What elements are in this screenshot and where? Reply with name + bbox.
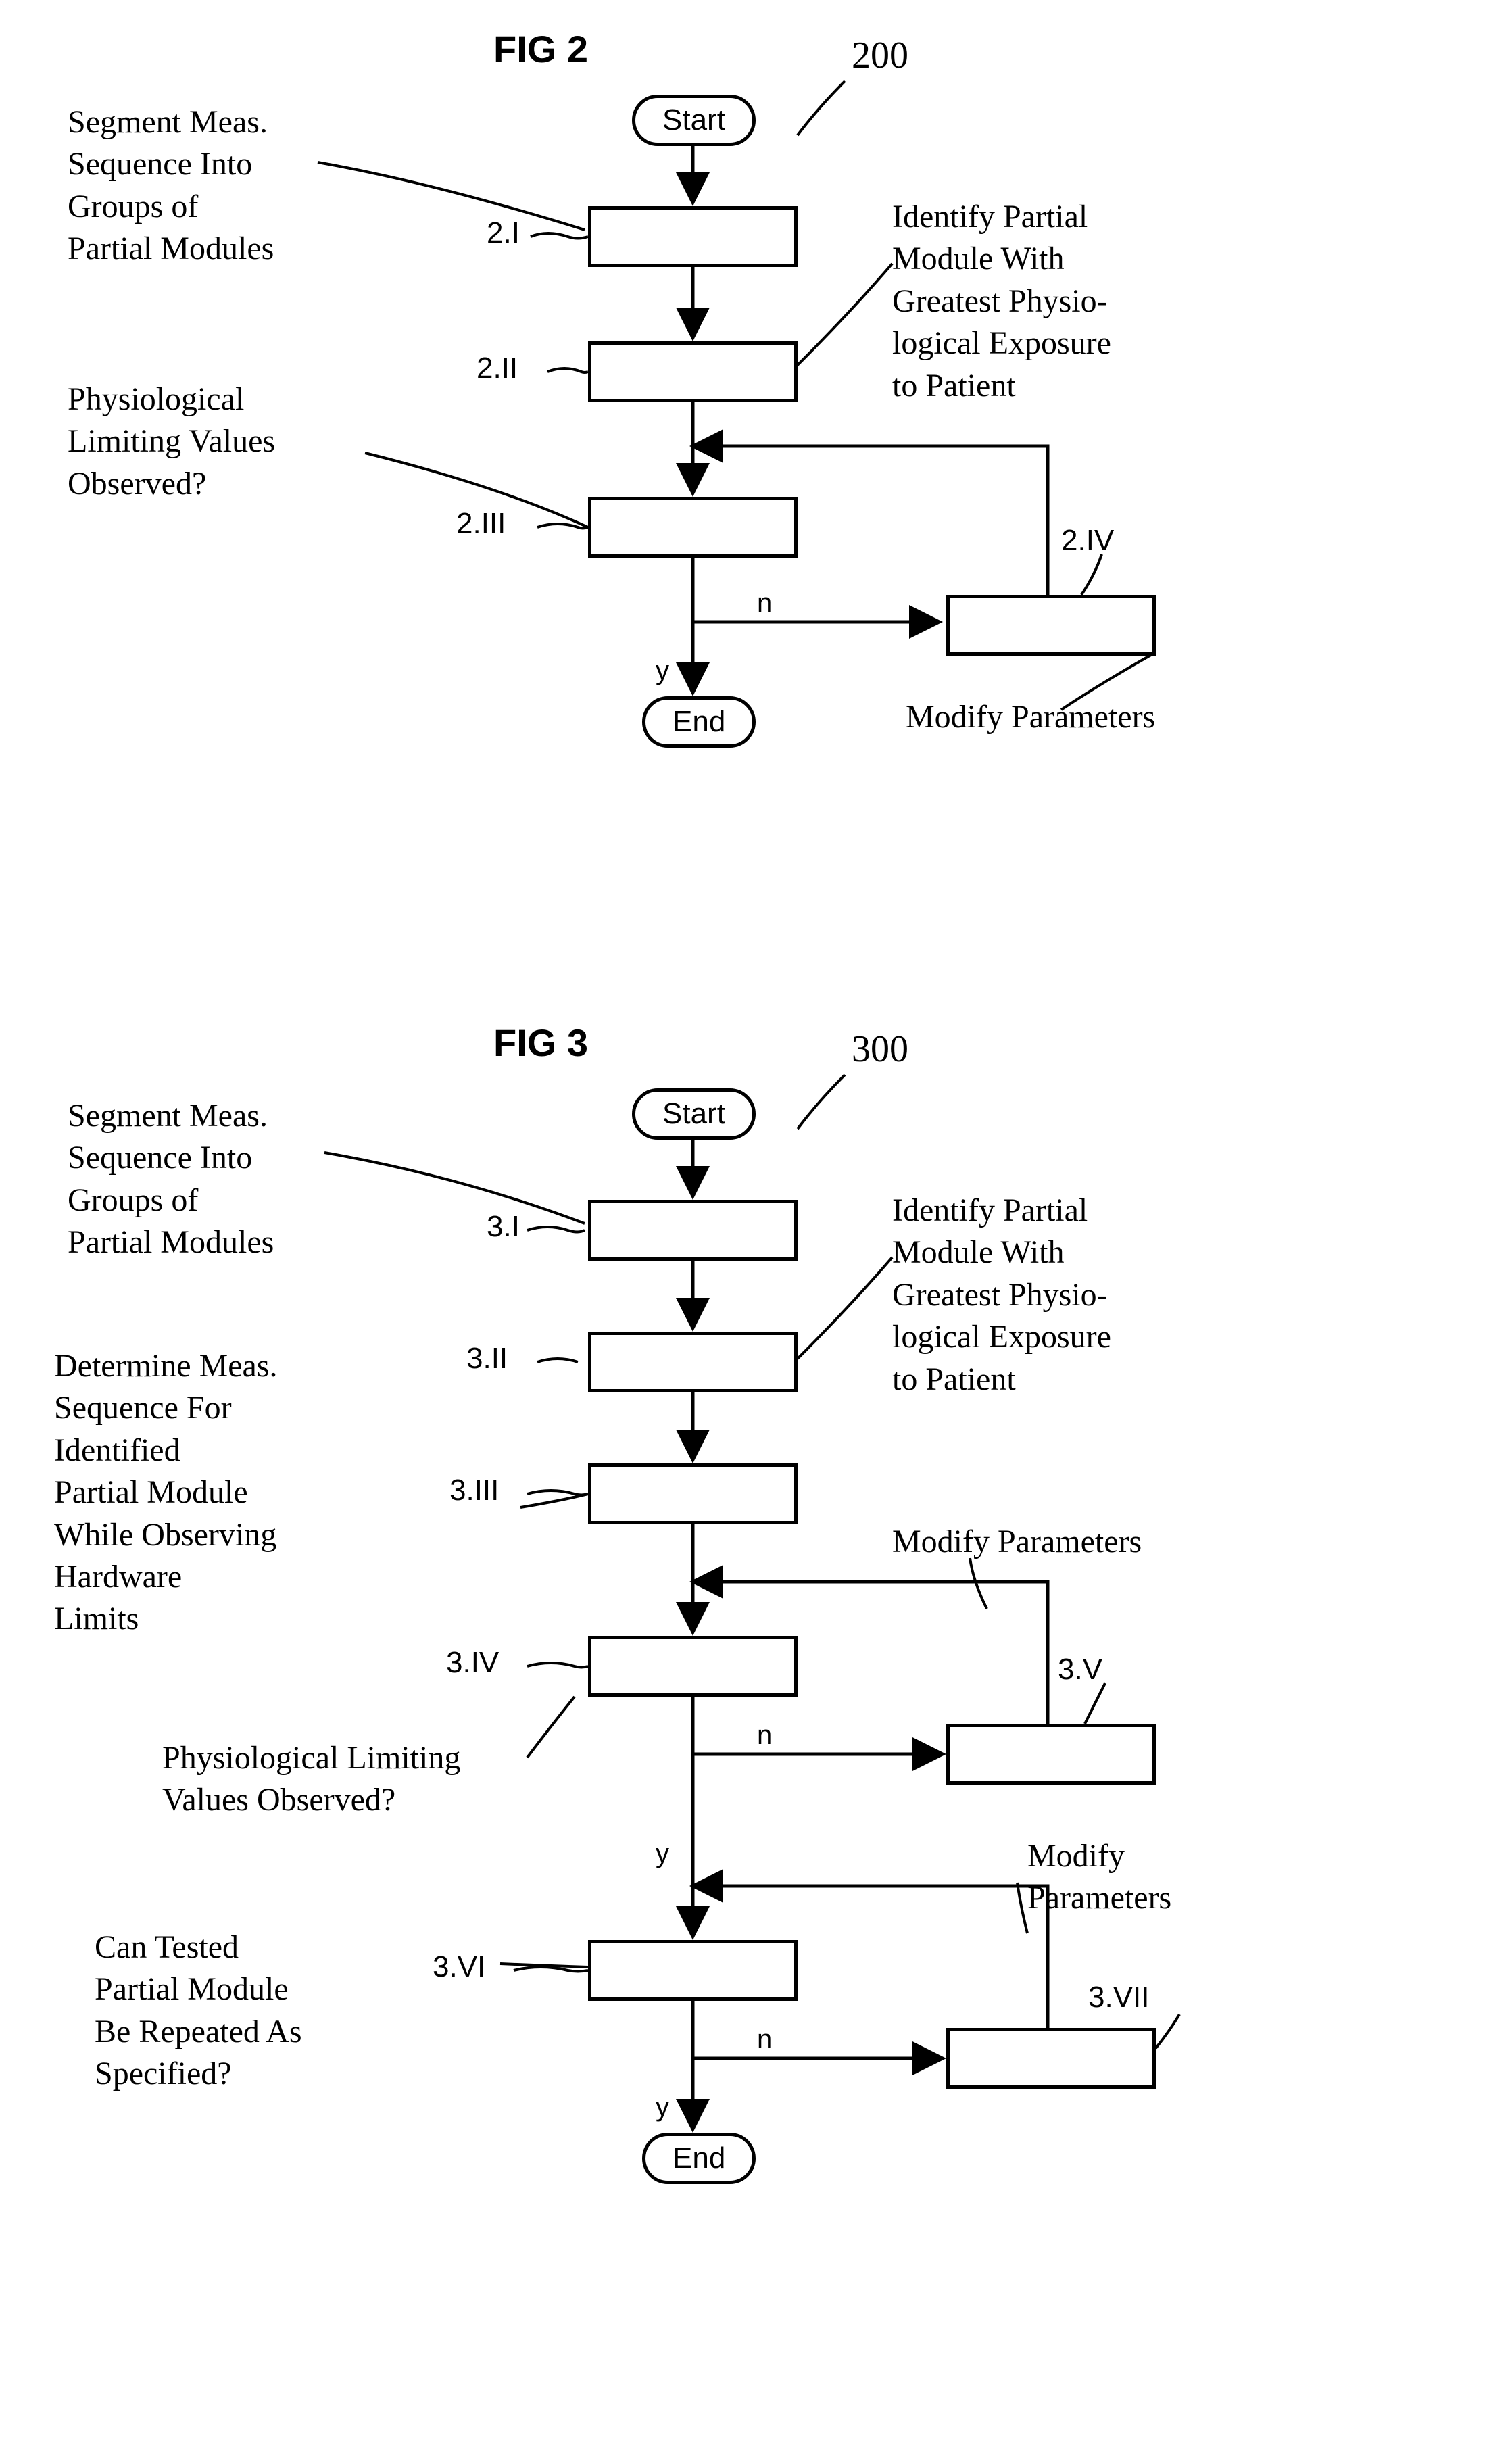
fig2-step4-label: 2.IV <box>1061 524 1114 558</box>
fig3-step7-label: 3.VII <box>1088 1981 1150 2014</box>
fig3-step6-label: 3.VI <box>433 1950 485 1984</box>
fig3-number: 300 <box>852 1027 908 1071</box>
fig3-step5 <box>946 1724 1156 1785</box>
fig3-end: End <box>642 2133 756 2184</box>
fig3-step4 <box>588 1636 798 1697</box>
figure-3: FIG 3 300 <box>27 1021 1485 2339</box>
fig2-start: Start <box>632 95 756 146</box>
fig3-edge-n2: n <box>757 2025 772 2055</box>
fig3-annot-6: Can Tested Partial Module Be Repeated As… <box>95 1927 302 2095</box>
fig3-annot-2: Identify Partial Module With Greatest Ph… <box>892 1190 1111 1401</box>
fig3-edge-y2: y <box>656 2092 669 2123</box>
fig3-annot-3: Determine Meas. Sequence For Identified … <box>54 1345 278 1641</box>
fig3-edge-y1: y <box>656 1839 669 1869</box>
fig2-end: End <box>642 696 756 748</box>
fig2-number: 200 <box>852 34 908 77</box>
fig2-step1-label: 2.I <box>487 216 520 250</box>
fig3-step6 <box>588 1940 798 2001</box>
fig3-step3 <box>588 1463 798 1524</box>
fig2-annot-3: Physiological Limiting Values Observed? <box>68 379 275 505</box>
fig2-step2 <box>588 341 798 402</box>
fig3-annot-5: Modify Parameters <box>892 1521 1142 1563</box>
fig3-step3-label: 3.III <box>449 1474 499 1507</box>
fig3-step1-label: 3.I <box>487 1210 520 1244</box>
fig3-title: FIG 3 <box>493 1021 588 1065</box>
fig3-step2-label: 3.II <box>466 1342 508 1376</box>
fig3-annot-1: Segment Meas. Sequence Into Groups of Pa… <box>68 1095 274 1264</box>
fig2-edge-n: n <box>757 588 772 619</box>
fig2-annot-2: Identify Partial Module With Greatest Ph… <box>892 196 1111 407</box>
fig3-annot-4: Physiological Limiting Values Observed? <box>162 1737 460 1822</box>
figure-2: FIG 2 200 <box>27 27 1485 940</box>
fig2-annot-1: Segment Meas. Sequence Into Groups of Pa… <box>68 101 274 270</box>
fig2-step2-label: 2.II <box>477 352 518 385</box>
fig2-annot-4: Modify Parameters <box>906 696 1155 738</box>
fig2-step1 <box>588 206 798 267</box>
fig2-step4 <box>946 595 1156 656</box>
fig3-step2 <box>588 1332 798 1392</box>
fig3-step5-label: 3.V <box>1058 1653 1102 1687</box>
fig2-step3-label: 2.III <box>456 507 506 541</box>
fig3-annot-7: Modify Parameters <box>1027 1835 1171 1920</box>
fig3-start: Start <box>632 1088 756 1140</box>
fig3-step4-label: 3.IV <box>446 1646 499 1680</box>
fig2-edge-y: y <box>656 656 669 686</box>
fig3-step1 <box>588 1200 798 1261</box>
fig2-step3 <box>588 497 798 558</box>
fig3-edge-n1: n <box>757 1720 772 1751</box>
fig2-title: FIG 2 <box>493 27 588 71</box>
fig3-step7 <box>946 2028 1156 2089</box>
